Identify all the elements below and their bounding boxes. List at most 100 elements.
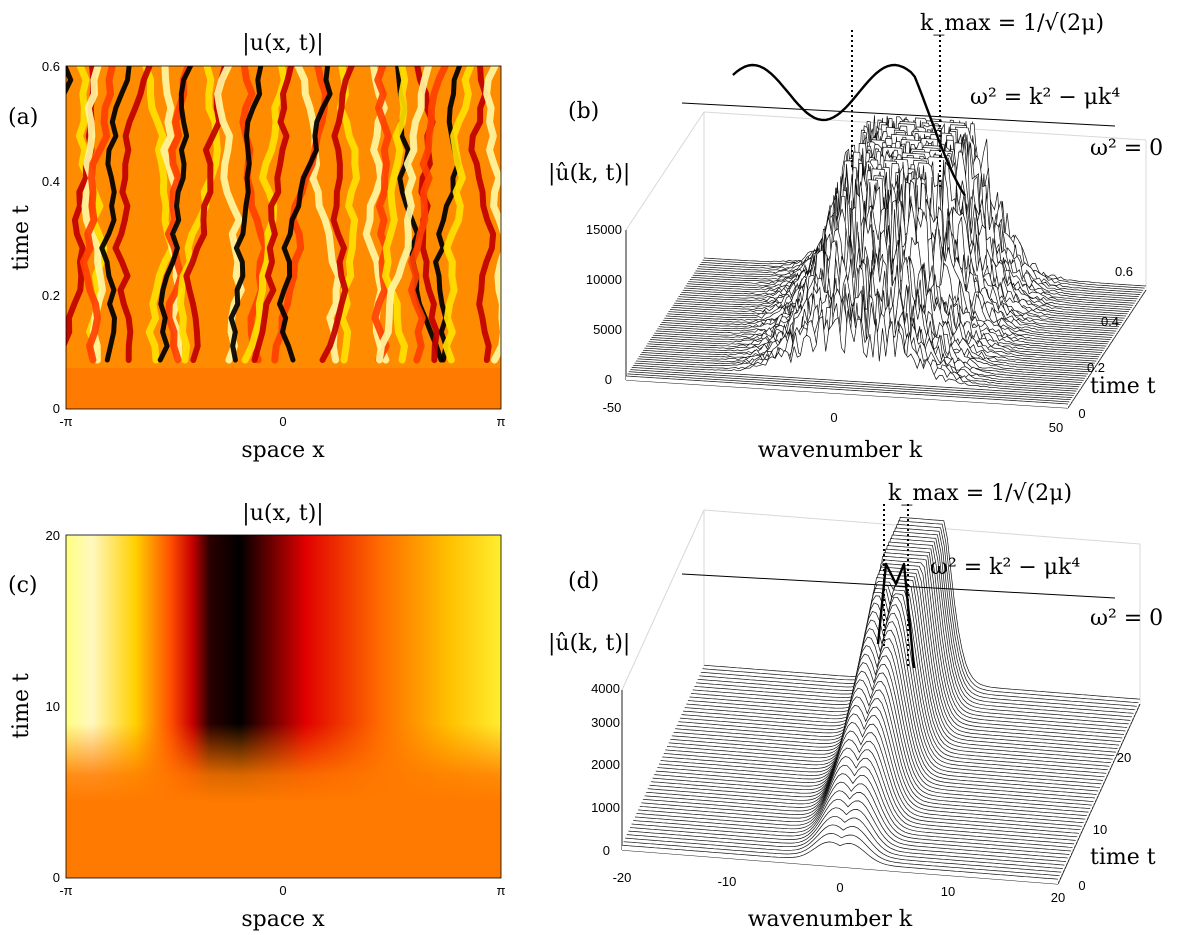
spectrum-line	[652, 679, 1089, 813]
waterfall-b-dispersion	[681, 30, 1116, 197]
waterfall-b-ytick-0: 0	[1078, 406, 1085, 421]
spectrum-line	[702, 520, 1139, 704]
panel-b-label: (b)	[568, 99, 599, 124]
waterfall-b-xtick-1: 0	[830, 410, 837, 425]
heatmap-c-ylabel: time t	[9, 673, 34, 739]
grid-line	[621, 509, 705, 691]
waterfall-d-xlabel: wavenumber k	[748, 907, 913, 932]
filament	[157, 66, 193, 363]
waterfall-d-xtick-4: 20	[1051, 890, 1065, 905]
waterfall-b-ztick-1: 5000	[593, 322, 622, 337]
spectrum-line	[696, 125, 1139, 298]
spectrum-line	[703, 516, 1141, 700]
spectrum-line	[636, 764, 1073, 848]
spectrum-line	[657, 187, 1100, 358]
spectrum-line	[677, 157, 1120, 328]
waterfall-d-ylabel: time t	[1090, 845, 1156, 870]
spectrum-line	[638, 756, 1075, 845]
spectrum-line	[644, 722, 1081, 831]
filament	[99, 66, 132, 363]
spectrum-line	[683, 563, 1120, 746]
spectrum-line	[657, 653, 1094, 802]
y-axis-line	[1057, 703, 1141, 885]
spectrum-line	[687, 552, 1124, 735]
grid-line	[625, 111, 705, 231]
waterfall-b-ylabel: time t	[1090, 374, 1156, 399]
panel-d-label: (d)	[568, 569, 599, 594]
spectrum-line	[631, 790, 1068, 859]
spectrum-line	[699, 527, 1136, 711]
waterfall-d-xtick-0: -20	[613, 870, 632, 885]
waterfall-d-xtick-1: -10	[718, 874, 737, 889]
spectrum-line	[645, 245, 1088, 375]
spectrum-line	[670, 591, 1107, 774]
spectrum-line	[655, 662, 1092, 806]
spectrum-line	[695, 128, 1138, 300]
filament	[375, 66, 432, 364]
spectrum-line	[625, 824, 1062, 873]
heatmap-a	[66, 66, 501, 409]
heatmap-a-ylabel: time t	[9, 205, 34, 271]
heatmap-a-quiet-band	[66, 368, 501, 409]
filament	[442, 66, 475, 364]
spectrum-line	[698, 123, 1141, 295]
spectrum-line	[629, 798, 1067, 862]
heatmap-c-xtick-0: -π	[59, 883, 72, 898]
waterfall-d-ztick-3: 3000	[591, 715, 620, 730]
heatmap-a-ytick-0: 0	[53, 401, 60, 416]
spectrum-line	[628, 371, 1071, 401]
filament	[294, 66, 343, 364]
spectrum-line	[686, 556, 1123, 739]
spectrum-line	[631, 367, 1074, 396]
filament	[228, 66, 264, 363]
filament	[251, 66, 294, 363]
filament	[164, 66, 192, 364]
spectrum-line	[641, 739, 1078, 838]
filament	[382, 66, 409, 364]
spectrum-line	[635, 294, 1078, 390]
spectrum-line	[684, 559, 1121, 742]
spectrum-line	[662, 628, 1099, 792]
filament	[112, 66, 153, 363]
heatmap-a-ytick-2: 0.4	[42, 174, 60, 189]
waterfall-d-ztick-0: 0	[603, 843, 610, 858]
spectrum-line	[700, 524, 1137, 707]
spectrum-line	[650, 687, 1087, 817]
filament	[408, 66, 449, 364]
spectrum-line	[668, 595, 1105, 778]
heatmap-a-ytick-1: 0.2	[42, 288, 60, 303]
heatmap-a-xtick-0: -π	[59, 414, 72, 429]
panel-c: |u(x, t)| (c) time t space x 0 10 20 -π …	[8, 501, 506, 932]
waterfall-b-zlabel: |û(k, t)|	[548, 161, 630, 186]
waterfall-d-ztick-4: 4000	[591, 681, 620, 696]
spectrum-line	[625, 375, 1069, 405]
heatmap-c-xlabel: space x	[241, 907, 325, 932]
filament	[433, 66, 462, 363]
waterfall-d-ytick-1: 10	[1093, 822, 1107, 837]
heatmap-a-title: |u(x, t)|	[242, 31, 323, 56]
spectrum-line	[639, 747, 1076, 841]
spectrum-line	[652, 200, 1095, 364]
spectrum-line	[694, 129, 1137, 302]
spectrum-line	[658, 645, 1096, 799]
spectrum-line	[666, 602, 1104, 781]
heatmap-c-xtick-2: π	[497, 883, 506, 898]
y-axis-line	[1067, 289, 1147, 409]
spectrum-line	[681, 566, 1118, 749]
spectrum-line	[649, 696, 1086, 820]
waterfall-b-ztick-0: 0	[605, 372, 612, 387]
waterfall-b-dispersion-label: ω² = k² − μk⁴	[970, 85, 1120, 110]
spectrum-line	[642, 730, 1079, 834]
waterfall-b-ytick-1: 0.2	[1087, 360, 1105, 375]
waterfall-d-ztick-2: 2000	[591, 757, 620, 772]
waterfall-b-ztick-2: 10000	[586, 272, 622, 287]
heatmap-a-xlabel: space x	[241, 438, 325, 463]
spectrum-line	[674, 160, 1117, 332]
heatmap-a-xtick-1: 0	[279, 414, 286, 429]
panel-a-label: (a)	[8, 105, 38, 130]
spectrum-line	[675, 581, 1112, 764]
waterfall-b-zero-label: ω² = 0	[1090, 136, 1163, 161]
spectrum-fill	[626, 376, 1068, 408]
spectrum-line	[623, 833, 1060, 877]
